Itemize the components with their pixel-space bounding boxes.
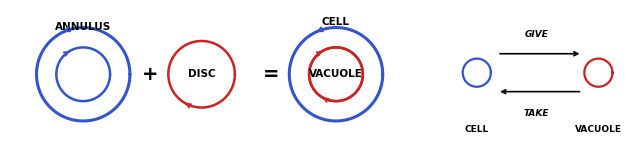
Text: TAKE: TAKE: [524, 109, 549, 118]
Text: ANNULUS: ANNULUS: [55, 22, 111, 32]
Text: +: +: [142, 65, 159, 84]
Text: CELL: CELL: [465, 125, 489, 134]
Text: GIVE: GIVE: [524, 30, 548, 39]
Text: VACUOLE: VACUOLE: [575, 125, 622, 134]
Text: VACUOLE: VACUOLE: [309, 69, 363, 79]
Text: =: =: [262, 65, 279, 84]
Text: DISC: DISC: [188, 69, 216, 79]
Text: CELL: CELL: [322, 17, 350, 27]
